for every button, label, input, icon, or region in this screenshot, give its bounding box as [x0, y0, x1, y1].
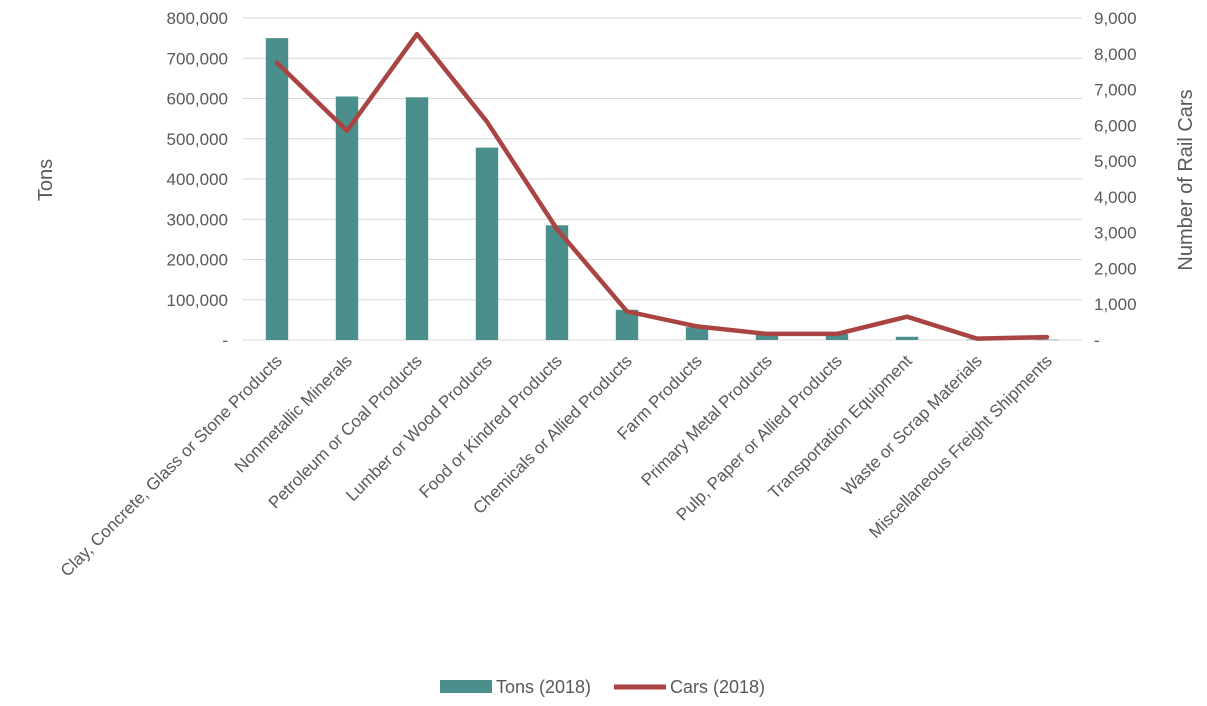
left-tick-label: 500,000	[167, 130, 228, 149]
bar-tons	[546, 225, 568, 340]
bar-tons	[266, 38, 288, 340]
left-tick-label: 600,000	[167, 90, 228, 109]
bar-tons	[406, 97, 428, 340]
category-label: Primary Metal Products	[637, 351, 775, 489]
legend-swatch-tons	[440, 680, 492, 693]
left-tick-label: 400,000	[167, 170, 228, 189]
right-axis-ticks: - 1,000 2,000 3,000 4,000 5,000 6,000 7,000 8,00…	[1094, 9, 1137, 350]
category-label: Lumber or Wood Products	[342, 351, 496, 505]
line-cars	[277, 34, 1047, 339]
category-label: Food or Kindred Products	[415, 351, 565, 501]
right-tick-label: 7,000	[1094, 81, 1137, 100]
right-tick-label: 4,000	[1094, 188, 1137, 207]
category-label: Transportation Equipment	[765, 351, 917, 503]
left-tick-label: 200,000	[167, 251, 228, 270]
left-tick-label: 700,000	[167, 49, 228, 68]
category-label: Nonmetallic Minerals	[231, 351, 356, 476]
bar-tons	[476, 148, 498, 340]
left-tick-label: 100,000	[167, 291, 228, 310]
legend-label-cars: Cars (2018)	[670, 677, 765, 697]
right-tick-label: 8,000	[1094, 45, 1137, 64]
category-label: Waste or Scrap Materials	[838, 351, 986, 499]
left-tick-label: 300,000	[167, 210, 228, 229]
right-tick-label: 1,000	[1094, 295, 1137, 314]
right-axis-title: Number of Rail Cars	[1175, 89, 1197, 270]
right-tick-label: 9,000	[1094, 9, 1137, 28]
legend: Tons (2018) Cars (2018)	[440, 677, 765, 697]
legend-label-tons: Tons (2018)	[496, 677, 591, 697]
category-labels: Clay, Concrete, Glass or Stone ProductsN…	[57, 351, 1056, 580]
bar-tons	[1036, 340, 1058, 341]
right-tick-label: 3,000	[1094, 224, 1137, 243]
left-axis-ticks: - 100,000 200,000 300,000 400,000 500,000 600,…	[167, 9, 228, 350]
right-tick-label: -	[1094, 331, 1100, 350]
line-series	[277, 34, 1047, 339]
right-tick-label: 2,000	[1094, 259, 1137, 278]
bar-tons	[896, 337, 918, 340]
right-tick-label: 5,000	[1094, 152, 1137, 171]
gridlines	[242, 18, 1082, 340]
left-tick-label: -	[222, 331, 228, 350]
right-tick-label: 6,000	[1094, 116, 1137, 135]
left-axis-title: Tons	[35, 159, 57, 201]
bar-tons	[336, 96, 358, 340]
left-tick-label: 800,000	[167, 9, 228, 28]
bar-series	[266, 38, 1058, 340]
